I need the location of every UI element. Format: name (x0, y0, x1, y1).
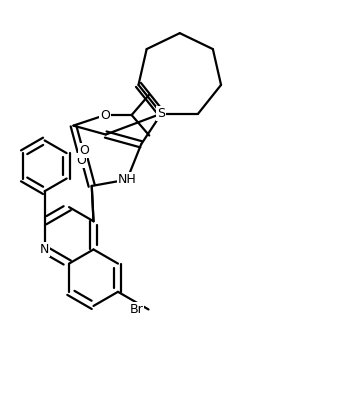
Text: N: N (40, 243, 49, 256)
Text: S: S (157, 107, 166, 120)
Text: O: O (100, 109, 110, 121)
Text: O: O (76, 154, 86, 168)
Text: Br: Br (130, 303, 143, 316)
Text: O: O (79, 144, 89, 157)
Text: NH: NH (118, 173, 136, 186)
